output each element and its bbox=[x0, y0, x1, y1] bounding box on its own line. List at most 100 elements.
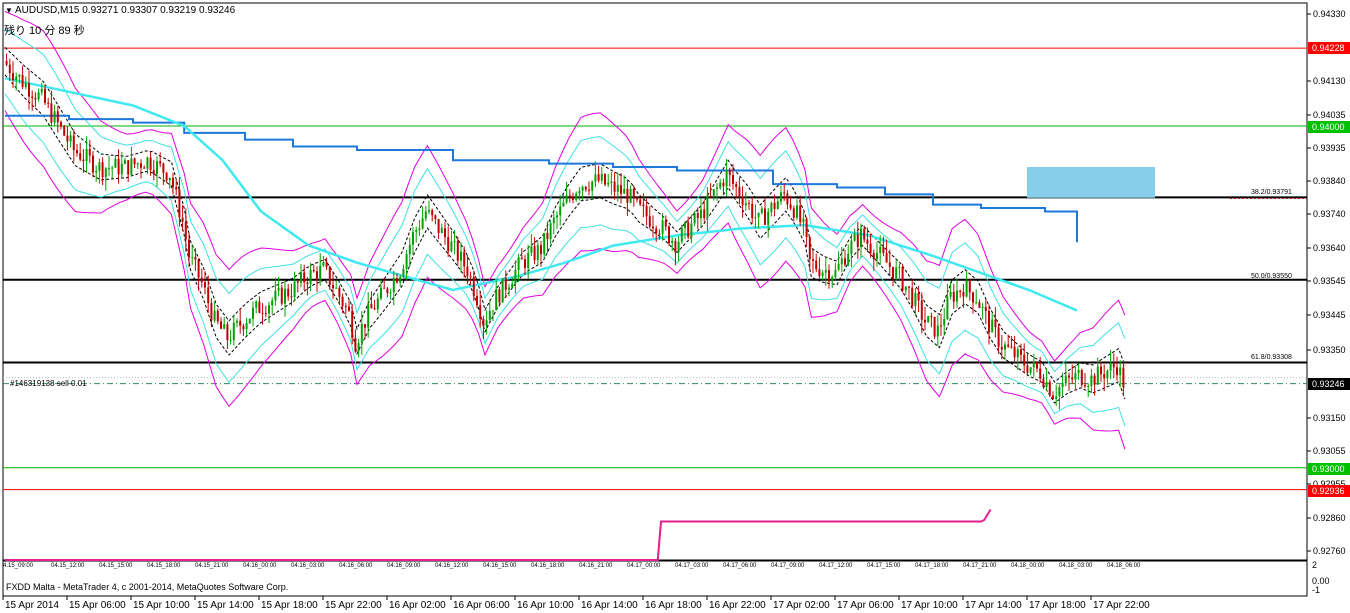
red-level-top-box bbox=[1308, 42, 1350, 54]
candle-body bbox=[255, 301, 258, 308]
candle-body bbox=[616, 185, 619, 192]
candle-body bbox=[1007, 344, 1010, 347]
time-axis-small-label: 04.15_12:00 bbox=[51, 563, 85, 569]
price-axis-label: 0.92955 bbox=[1313, 479, 1346, 489]
time-axis-small-label: 04.15_15:00 bbox=[99, 563, 133, 569]
candle-body bbox=[111, 167, 114, 169]
candle-body bbox=[133, 158, 136, 165]
candle-body bbox=[101, 162, 104, 178]
candle-body bbox=[754, 217, 757, 219]
chart-title: AUDUSD,M15 0.93271 0.93307 0.93219 0.932… bbox=[15, 5, 236, 16]
fib-618-label: 61.8/0.93308 bbox=[1251, 354, 1292, 361]
current-price-box bbox=[1308, 378, 1350, 390]
candle-body bbox=[181, 217, 184, 222]
time-axis-small-label: 04.17_09:00 bbox=[771, 563, 805, 569]
candle-body bbox=[165, 172, 168, 181]
candle-body bbox=[364, 324, 366, 328]
candle-body bbox=[978, 302, 981, 308]
price-axis-label: 0.93545 bbox=[1313, 276, 1346, 286]
candle-body bbox=[620, 185, 622, 194]
candle-body bbox=[1026, 365, 1029, 373]
candle-body bbox=[456, 240, 459, 261]
candle-body bbox=[578, 190, 581, 194]
candle-body bbox=[834, 269, 837, 278]
main-plot-frame bbox=[2, 2, 1308, 561]
candle-body bbox=[31, 96, 34, 98]
candle-body bbox=[136, 163, 139, 165]
candle-body bbox=[930, 316, 933, 318]
time-axis-date-label: 15 Apr 10:00 bbox=[133, 600, 190, 611]
time-axis-date-label: 17 Apr 14:00 bbox=[965, 600, 1022, 611]
candle-body bbox=[72, 135, 75, 151]
candle-body bbox=[18, 74, 21, 77]
candle-body bbox=[434, 215, 437, 219]
candle-body bbox=[418, 228, 421, 231]
menu-triangle-icon[interactable]: ▼ bbox=[5, 6, 13, 15]
green-level-bottom-label: 0.93000 bbox=[1312, 464, 1345, 474]
candle-body bbox=[389, 292, 392, 294]
candle-body bbox=[1058, 387, 1061, 397]
candle-body bbox=[613, 181, 616, 192]
candle-body bbox=[885, 252, 888, 263]
candle-body bbox=[405, 254, 408, 269]
order-label[interactable]: #146319138 sell 0.01 bbox=[10, 379, 87, 388]
candle-body bbox=[175, 187, 178, 190]
inner-upper-band bbox=[4, 28, 1126, 373]
candle-body bbox=[975, 302, 978, 304]
candle-body bbox=[421, 218, 424, 229]
candle-body bbox=[792, 208, 795, 218]
candle-body bbox=[424, 211, 427, 219]
candle-body bbox=[104, 168, 107, 178]
candle-body bbox=[428, 209, 430, 212]
candle-body bbox=[360, 324, 363, 343]
candlesticks bbox=[5, 53, 1125, 410]
candle-body bbox=[348, 306, 350, 311]
candle-body bbox=[1109, 363, 1112, 371]
candle-body bbox=[143, 167, 146, 169]
candle-body bbox=[709, 195, 712, 197]
time-axis-date-label: 16 Apr 22:00 bbox=[709, 600, 766, 611]
candle-body bbox=[751, 203, 754, 219]
candle-body bbox=[146, 157, 149, 169]
candle-body bbox=[668, 226, 670, 244]
candle-body bbox=[863, 228, 866, 240]
candle-body bbox=[732, 175, 734, 185]
candle-body bbox=[357, 342, 360, 352]
candle-body bbox=[469, 276, 472, 278]
candle-body bbox=[95, 170, 98, 173]
price-axis-label: 0.93055 bbox=[1313, 446, 1346, 456]
countdown-timer: 残り 10 分 89 秒 bbox=[4, 23, 85, 37]
candle-body bbox=[245, 323, 248, 330]
time-axis-small-label: 04.16_06:00 bbox=[339, 563, 373, 569]
candle-body bbox=[892, 266, 894, 279]
inner-lower-band bbox=[4, 93, 1126, 427]
candle-body bbox=[386, 288, 389, 293]
candle-body bbox=[674, 240, 677, 253]
candle-body bbox=[917, 293, 920, 301]
time-axis: 4.15_09:00 04.15_12:00 04.15_15:00 04.15_18… bbox=[2, 563, 1150, 611]
candle-body bbox=[492, 310, 494, 312]
horizontal-levels bbox=[3, 47, 1307, 491]
candle-body bbox=[264, 313, 267, 315]
candle-body bbox=[485, 320, 488, 326]
candle-body bbox=[866, 239, 869, 244]
red-level-bottom-label: 0.92936 bbox=[1312, 486, 1345, 496]
candle-body bbox=[482, 319, 485, 326]
candle-body bbox=[1055, 396, 1058, 399]
candle-body bbox=[594, 174, 597, 182]
candle-body bbox=[959, 290, 962, 292]
time-axis-date-label: 17 Apr 22:00 bbox=[1093, 600, 1150, 611]
candle-body bbox=[952, 291, 955, 302]
candle-body bbox=[984, 306, 987, 312]
candle-body bbox=[1084, 385, 1086, 387]
green-level-top-label: 0.94000 bbox=[1312, 122, 1345, 132]
candle-body bbox=[872, 253, 875, 259]
candle-body bbox=[898, 266, 901, 268]
time-axis-date-label: 16 Apr 02:00 bbox=[389, 600, 446, 611]
candle-body bbox=[581, 186, 584, 191]
candle-body bbox=[1074, 373, 1077, 380]
candle-body bbox=[773, 202, 776, 209]
candle-body bbox=[844, 258, 846, 265]
time-axis-date-label: 17 Apr 18:00 bbox=[1029, 600, 1086, 611]
